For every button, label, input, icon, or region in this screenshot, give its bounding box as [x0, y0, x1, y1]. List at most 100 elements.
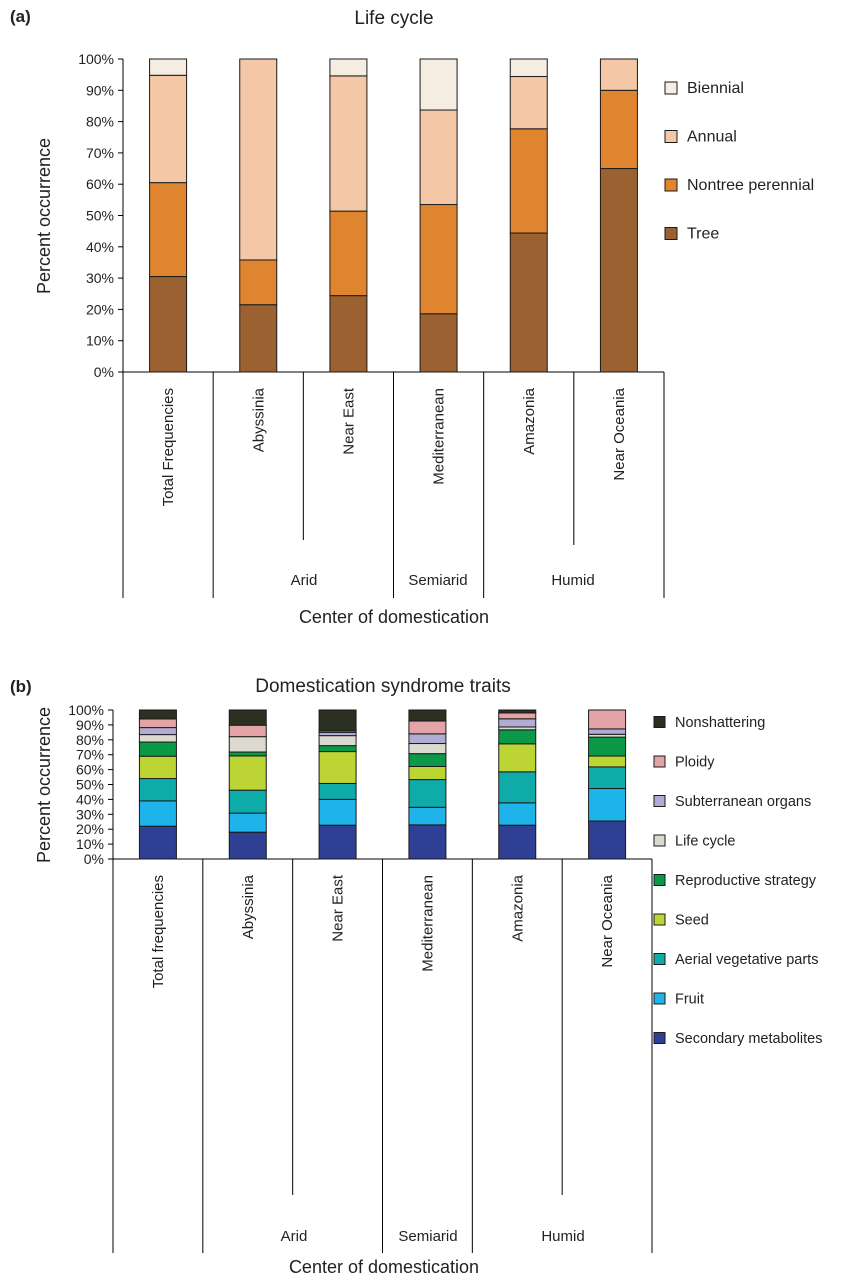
- bar-segment-reproductive-strategy: [318, 745, 357, 753]
- bar-segment-reproductive-strategy: [138, 741, 177, 757]
- chart-a-x-axis-title: Center of domestication: [299, 607, 489, 627]
- legend-label: Seed: [675, 913, 709, 929]
- chart-a-title: Life cycle: [354, 8, 433, 29]
- bar-segment-nontree-perennial: [509, 128, 548, 234]
- chart-a-y-tick-label: 30%: [86, 270, 114, 286]
- bar-segment-reproductive-strategy: [228, 751, 267, 757]
- chart-a-category-label: Near East: [340, 387, 357, 455]
- bar-segment-nonshattering: [318, 709, 357, 732]
- chart-a-y-tick-label: 50%: [86, 208, 114, 224]
- chart-b-y-axis-title: Percent occurrence: [34, 707, 54, 863]
- chart-b-y-tick-label: 100%: [68, 702, 104, 718]
- chart-b-y-tick-label: 40%: [76, 791, 104, 807]
- bar-segment-nontree-perennial: [149, 182, 188, 278]
- chart-a-y-tick-label: 60%: [86, 176, 114, 192]
- chart-a-y-tick-label: 40%: [86, 239, 114, 255]
- bar-segment-secondary-metabolites: [228, 831, 267, 860]
- bar-segment-annual: [509, 76, 548, 130]
- bar-segment-seed: [138, 755, 177, 780]
- bar-segment-nontree-perennial: [329, 210, 368, 297]
- legend-label: Ploidy: [675, 755, 715, 771]
- bar-segment-seed: [318, 751, 357, 784]
- bar-segment-tree: [509, 232, 548, 373]
- bar-segment-biennial: [419, 58, 458, 111]
- chart-b-title: Domestication syndrome traits: [255, 676, 511, 697]
- bar-segment-secondary-metabolites: [498, 824, 537, 860]
- bar-segment-aerial-vegetative-parts: [138, 778, 177, 802]
- bar-segment-nonshattering: [408, 709, 447, 722]
- chart-a-group-label: Humid: [551, 572, 594, 589]
- chart-a-plot: 0% 10% 20% 30% 40% 50% 60% 70% 80% 90% 100% Total F…: [78, 51, 814, 598]
- bar-segment-fruit: [588, 788, 627, 822]
- legend-label: Aerial vegetative parts: [675, 952, 818, 968]
- bar-segment-ploidy: [498, 712, 537, 720]
- bar-segment-aerial-vegetative-parts: [228, 789, 267, 814]
- chart-b-y-tick-label: 10%: [76, 836, 104, 852]
- chart-a-category-label: Amazonia: [521, 387, 538, 454]
- chart-b-y-tick-label: 50%: [76, 777, 104, 793]
- chart-a-y-tick-label: 10%: [86, 333, 114, 349]
- legend-swatch-seed: [653, 913, 666, 926]
- chart-a-group-label: Arid: [291, 572, 318, 589]
- bar-segment-life-cycle: [318, 735, 357, 747]
- legend-swatch-reproductive-strategy: [653, 874, 666, 886]
- legend-swatch-nontree-perennial: [664, 178, 678, 192]
- chart-b-x-axis-title: Center of domestication: [289, 1257, 479, 1277]
- bar-segment-aerial-vegetative-parts: [588, 766, 627, 790]
- bar-segment-reproductive-strategy: [408, 753, 447, 767]
- chart-b-group-label: Humid: [541, 1228, 584, 1245]
- bar-segment-annual: [329, 75, 368, 212]
- bar-segment-aerial-vegetative-parts: [318, 782, 357, 800]
- chart-b-y-tick-label: 0%: [84, 851, 104, 867]
- bar-segment-seed: [408, 765, 447, 781]
- legend-swatch-life-cycle: [653, 834, 666, 847]
- chart-b-y-tick-label: 60%: [76, 762, 104, 778]
- bar-segment-nonshattering: [498, 709, 537, 714]
- bar-segment-life-cycle: [408, 743, 447, 755]
- bar-segment-subterranean-organs: [498, 718, 537, 728]
- bar-segment-fruit: [228, 812, 267, 833]
- bar-segment-tree: [329, 295, 368, 373]
- bar-segment-nontree-perennial: [239, 259, 278, 306]
- bar-segment-subterranean-organs: [588, 728, 627, 735]
- chart-b-y-tick-label: 20%: [76, 821, 104, 837]
- bar-segment-nonshattering: [138, 709, 177, 720]
- bar-segment-aerial-vegetative-parts: [498, 771, 537, 804]
- legend-label: Life cycle: [675, 834, 735, 850]
- legend-label: Secondary metabolites: [675, 1031, 823, 1047]
- bar-segment-ploidy: [228, 724, 267, 738]
- chart-b-category-label: Amazonia: [509, 874, 526, 941]
- bar-segment-biennial: [509, 58, 548, 78]
- legend-swatch-annual: [664, 130, 678, 143]
- legend-label: Biennial: [687, 80, 744, 97]
- chart-b-group-label: Semiarid: [398, 1228, 457, 1245]
- legend-swatch-ploidy: [653, 755, 666, 768]
- chart-a-category-label: Total Frequencies: [160, 388, 177, 506]
- panel-b-label: (b): [10, 677, 32, 696]
- bar-segment-ploidy: [138, 718, 177, 729]
- legend-swatch-subterranean-organs: [653, 795, 666, 807]
- bar-segment-nontree-perennial: [419, 204, 458, 315]
- legend-label: Annual: [687, 129, 737, 146]
- chart-b-group-label: Arid: [281, 1228, 308, 1245]
- bar-segment-subterranean-organs: [408, 733, 447, 745]
- bar-segment-secondary-metabolites: [588, 820, 627, 860]
- bar-segment-annual: [149, 74, 188, 184]
- chart-b-y-tick-label: 70%: [76, 747, 104, 763]
- bar-segment-fruit: [318, 798, 357, 826]
- chart-a-category-label: Abyssinia: [250, 387, 267, 452]
- chart-b-category-label: Near Oceania: [599, 874, 616, 967]
- bar-segment-tree: [419, 313, 458, 373]
- bar-segment-fruit: [498, 802, 537, 826]
- bar-segment-tree: [149, 276, 188, 373]
- chart-a-y-tick-label: 90%: [86, 82, 114, 98]
- bar-segment-life-cycle: [138, 734, 177, 743]
- chart-a-y-tick-label: 0%: [94, 364, 114, 380]
- bar-segment-aerial-vegetative-parts: [408, 779, 447, 808]
- legend-swatch-biennial: [664, 81, 678, 95]
- bar-segment-ploidy: [588, 709, 627, 730]
- chart-b-y-tick-label: 90%: [76, 717, 104, 733]
- bar-segment-nontree-perennial: [599, 89, 638, 170]
- chart-b-category-label: Mediterranean: [419, 875, 436, 972]
